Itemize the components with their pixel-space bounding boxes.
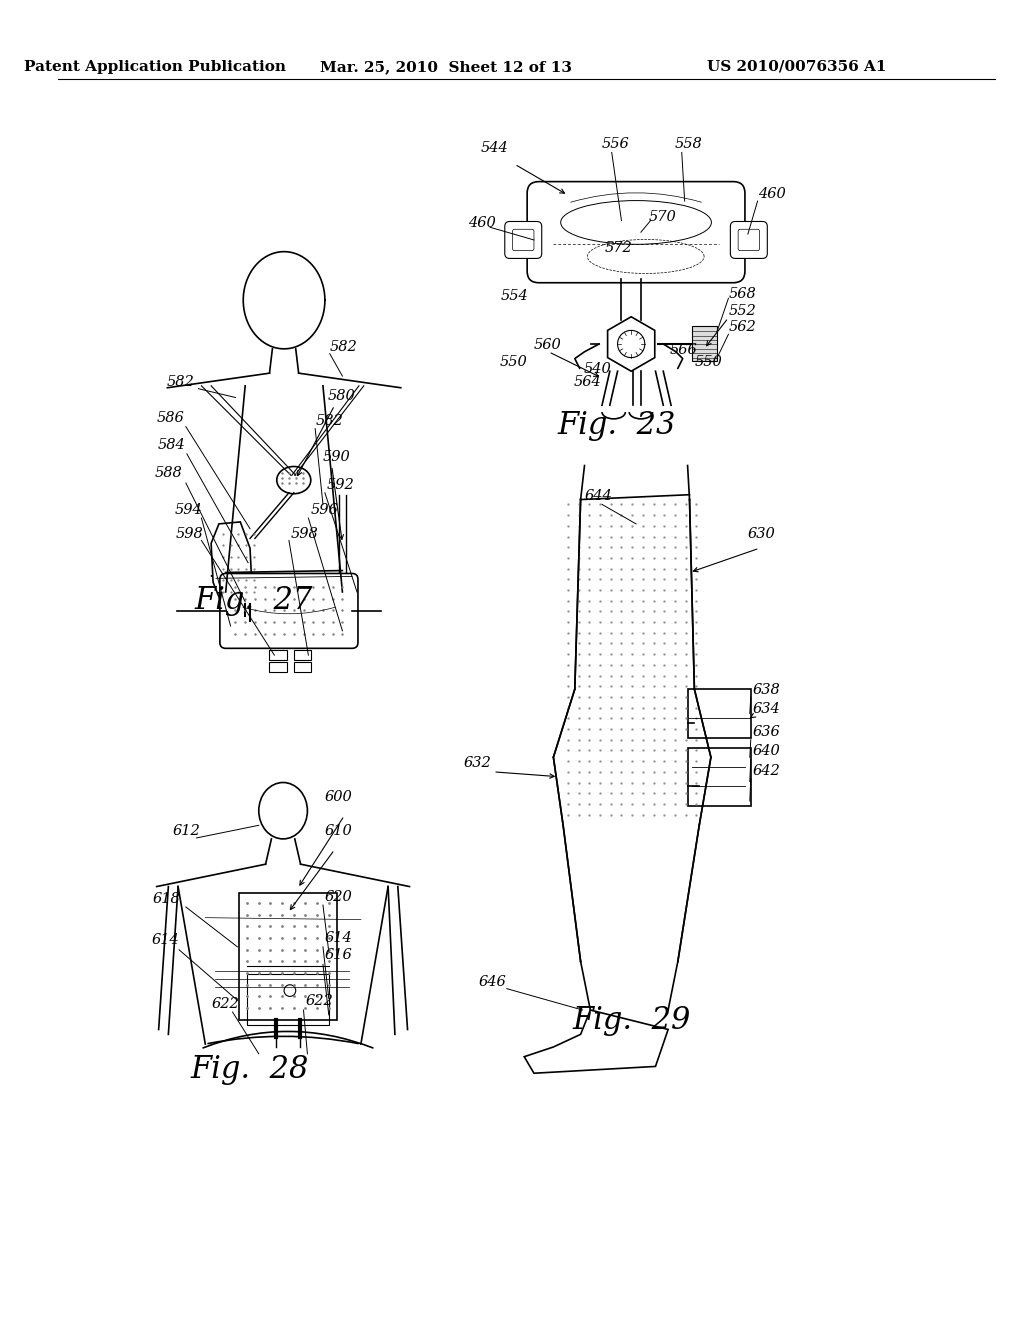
FancyBboxPatch shape [687, 689, 751, 738]
FancyBboxPatch shape [687, 747, 751, 805]
Text: 594: 594 [174, 503, 202, 517]
Text: 544: 544 [480, 141, 508, 156]
Text: 596: 596 [310, 503, 338, 517]
Text: 614: 614 [325, 931, 352, 945]
Circle shape [284, 985, 296, 997]
Text: 572: 572 [605, 240, 633, 255]
Text: 570: 570 [648, 210, 677, 223]
FancyBboxPatch shape [527, 182, 744, 282]
Polygon shape [211, 521, 252, 603]
Text: Fig.  28: Fig. 28 [190, 1055, 309, 1085]
Text: Mar. 25, 2010  Sheet 12 of 13: Mar. 25, 2010 Sheet 12 of 13 [321, 59, 572, 74]
Text: 582: 582 [315, 413, 343, 428]
Text: 592: 592 [327, 478, 354, 492]
Text: 590: 590 [323, 450, 350, 463]
Ellipse shape [561, 201, 712, 244]
Text: Fig.  29: Fig. 29 [572, 1006, 690, 1036]
Text: 560: 560 [534, 338, 562, 352]
Text: 580: 580 [328, 389, 355, 404]
Text: 632: 632 [464, 756, 492, 770]
Text: 556: 556 [602, 136, 630, 150]
Text: 642: 642 [753, 764, 780, 777]
Text: 554: 554 [501, 289, 528, 304]
Text: 614: 614 [152, 933, 179, 946]
Text: 644: 644 [585, 488, 612, 503]
Ellipse shape [259, 783, 307, 840]
Polygon shape [607, 317, 654, 371]
Text: 558: 558 [675, 136, 702, 150]
Text: 600: 600 [325, 789, 352, 804]
Text: Fig.  23: Fig. 23 [557, 411, 676, 441]
Bar [269, 651, 287, 660]
Text: 646: 646 [478, 974, 506, 989]
Text: 630: 630 [748, 528, 775, 541]
Text: 460: 460 [468, 216, 496, 230]
Text: US 2010/0076356 A1: US 2010/0076356 A1 [707, 59, 886, 74]
Text: 540: 540 [584, 362, 611, 376]
Text: 562: 562 [728, 321, 756, 334]
Text: 550: 550 [694, 355, 722, 370]
Text: .: . [208, 565, 213, 581]
Text: 620: 620 [325, 890, 352, 904]
Text: 588: 588 [155, 466, 182, 480]
Text: 568: 568 [728, 288, 756, 301]
Text: 640: 640 [753, 744, 780, 758]
Bar [294, 661, 311, 672]
Text: Patent Application Publication: Patent Application Publication [24, 59, 286, 74]
Text: 638: 638 [753, 682, 780, 697]
Bar [240, 894, 337, 1020]
Text: 610: 610 [325, 824, 352, 838]
Text: 564: 564 [573, 375, 601, 389]
Bar [247, 974, 329, 1024]
FancyBboxPatch shape [220, 573, 358, 648]
Text: 552: 552 [728, 304, 756, 318]
FancyBboxPatch shape [505, 222, 542, 259]
Text: 582: 582 [167, 375, 195, 389]
Text: 618: 618 [153, 892, 180, 906]
Text: 622: 622 [305, 994, 333, 1008]
Text: 584: 584 [158, 438, 185, 451]
FancyBboxPatch shape [513, 230, 534, 251]
Text: 612: 612 [172, 824, 200, 838]
Text: 622: 622 [211, 997, 239, 1011]
Text: 616: 616 [325, 949, 352, 962]
Bar [294, 651, 311, 660]
Text: Fig.  27: Fig. 27 [195, 586, 313, 616]
Circle shape [617, 330, 645, 358]
Text: 598: 598 [291, 528, 318, 541]
Text: 460: 460 [758, 187, 785, 201]
Text: 586: 586 [157, 411, 184, 425]
Text: 634: 634 [753, 702, 780, 717]
Bar [692, 326, 717, 360]
FancyBboxPatch shape [738, 230, 760, 251]
Bar [269, 661, 287, 672]
Ellipse shape [276, 466, 311, 494]
Text: 598: 598 [176, 528, 204, 541]
Text: 550: 550 [500, 355, 527, 370]
FancyBboxPatch shape [730, 222, 767, 259]
Text: 582: 582 [330, 339, 357, 354]
Text: 636: 636 [753, 725, 780, 739]
Polygon shape [524, 1010, 668, 1073]
Text: 566: 566 [670, 343, 697, 356]
